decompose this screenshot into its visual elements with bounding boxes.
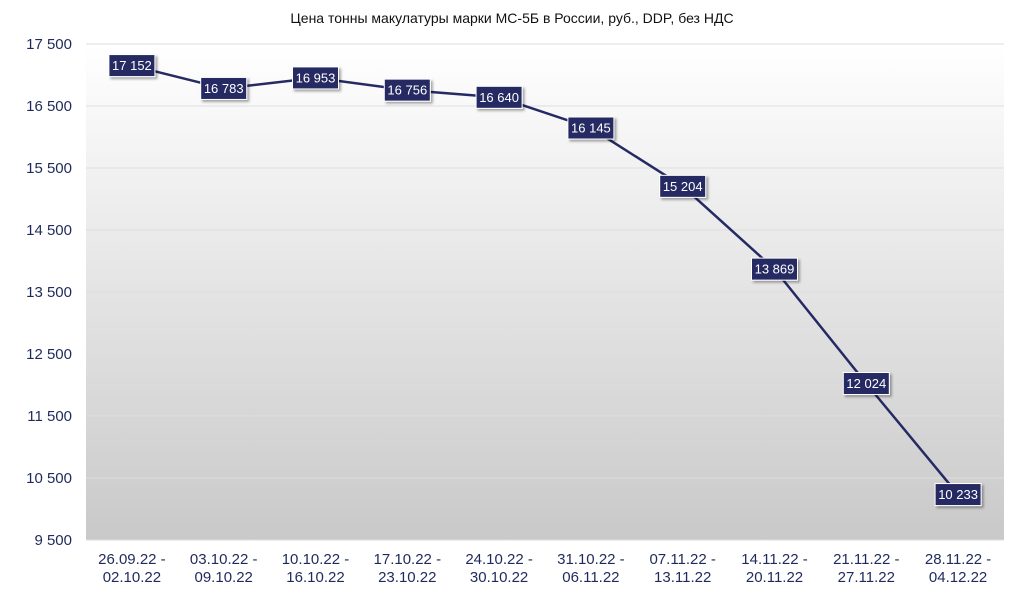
series-line <box>131 64 960 496</box>
data-label: 15 204 <box>659 174 707 198</box>
data-label: 16 145 <box>567 116 615 140</box>
data-label: 13 869 <box>751 257 798 281</box>
y-tick-label: 14 500 <box>26 222 72 239</box>
data-label-box <box>475 85 523 109</box>
data-label-box <box>292 66 339 90</box>
data-label-box <box>383 78 431 102</box>
data-label: 16 953 <box>292 66 339 90</box>
data-label: 10 233 <box>934 483 982 507</box>
data-label-text: 12 024 <box>846 376 886 391</box>
x-tick-label: 17.10.22 -23.10.22 <box>374 551 442 586</box>
data-label-text: 16 953 <box>296 70 336 85</box>
x-tick-label: 07.11.22 -13.11.22 <box>649 551 715 586</box>
y-tick-label: 12 500 <box>26 346 72 363</box>
chart-title: Цена тонны макулатуры марки МС-5Б в Росс… <box>290 10 733 26</box>
data-label-box <box>751 257 798 281</box>
x-tick-label: 28.11.22 -04.12.22 <box>925 551 991 586</box>
series-line-path <box>131 64 960 496</box>
data-label-text: 16 640 <box>479 90 519 105</box>
x-tick-label: 10.10.22 -16.10.22 <box>282 551 350 586</box>
x-tick-label: 21.11.22 -27.11.22 <box>833 551 899 586</box>
data-label-text: 16 783 <box>204 81 244 96</box>
data-label-box <box>108 54 156 78</box>
y-tick-label: 17 500 <box>26 36 72 53</box>
data-label-box <box>200 76 248 100</box>
y-axis-ticks: 9 500 10 500 11 500 12 500 13 500 14 500 15 50… <box>26 36 72 549</box>
data-label-box <box>659 174 707 198</box>
y-tick-label: 16 500 <box>26 98 72 115</box>
data-label-box <box>842 372 890 396</box>
data-label-text: 13 869 <box>755 262 795 277</box>
x-tick-label: 26.09.22 -02.10.22 <box>98 551 166 586</box>
data-label: 16 756 <box>383 78 431 102</box>
x-tick-label: 14.11.22 -20.11.22 <box>741 551 807 586</box>
data-label: 16 640 <box>475 85 523 109</box>
data-labels: 17 152 16 783 16 953 16 756 16 640 16 145 15 2… <box>108 54 982 507</box>
y-tick-label: 10 500 <box>26 470 72 487</box>
data-label: 17 152 <box>108 54 156 78</box>
data-label-text: 10 233 <box>938 487 978 502</box>
data-label-text: 17 152 <box>112 58 152 73</box>
x-tick-label: 24.10.22 -30.10.22 <box>465 551 533 586</box>
x-tick-label: 03.10.22 -09.10.22 <box>190 551 258 586</box>
data-label-box <box>934 483 982 507</box>
data-label-text: 15 204 <box>663 179 703 194</box>
y-tick-label: 15 500 <box>26 160 72 177</box>
data-label: 12 024 <box>842 372 890 396</box>
y-tick-label: 9 500 <box>34 532 72 549</box>
data-label-text: 16 756 <box>387 83 427 98</box>
x-tick-label: 31.10.22 -06.11.22 <box>557 551 625 586</box>
y-tick-label: 13 500 <box>26 284 72 301</box>
x-axis-ticks: 26.09.22 -02.10.22 03.10.22 -09.10.22 10.1… <box>98 551 991 586</box>
data-label-text: 16 145 <box>571 121 611 136</box>
gridlines <box>86 43 1004 541</box>
data-label: 16 783 <box>200 76 248 100</box>
data-label-box <box>567 116 615 140</box>
y-tick-label: 11 500 <box>27 408 72 425</box>
